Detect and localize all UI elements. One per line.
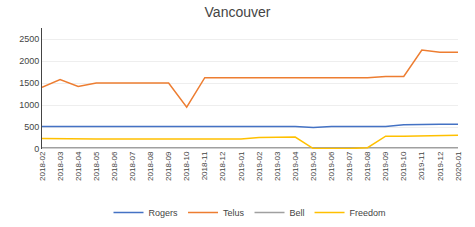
svg-text:2019-07: 2019-07 — [345, 151, 354, 181]
svg-text:2500: 2500 — [19, 34, 39, 44]
svg-text:2018-12: 2018-12 — [218, 151, 227, 181]
svg-text:2019-10: 2019-10 — [399, 151, 408, 181]
svg-text:Vancouver: Vancouver — [205, 4, 271, 20]
svg-text:2019-04: 2019-04 — [291, 151, 300, 181]
svg-text:Bell: Bell — [290, 208, 305, 218]
svg-text:0: 0 — [34, 144, 39, 154]
svg-text:Telus: Telus — [223, 208, 245, 218]
svg-text:1000: 1000 — [19, 100, 39, 110]
svg-text:2019-11: 2019-11 — [417, 151, 426, 180]
svg-text:2018-08: 2018-08 — [146, 151, 155, 181]
svg-text:Rogers: Rogers — [149, 208, 179, 218]
svg-text:1500: 1500 — [19, 78, 39, 88]
svg-text:2019-03: 2019-03 — [273, 151, 282, 181]
svg-text:2018-03: 2018-03 — [56, 151, 65, 181]
svg-text:2018-04: 2018-04 — [74, 151, 83, 181]
svg-text:Freedom: Freedom — [350, 208, 386, 218]
svg-text:2018-07: 2018-07 — [128, 151, 137, 181]
svg-text:2018-09: 2018-09 — [164, 151, 173, 181]
svg-text:2020-01: 2020-01 — [454, 151, 463, 181]
svg-text:2019-08: 2019-08 — [363, 151, 372, 181]
svg-text:2018-10: 2018-10 — [182, 151, 191, 181]
svg-text:2018-06: 2018-06 — [110, 151, 119, 181]
svg-text:2019-05: 2019-05 — [309, 151, 318, 181]
svg-text:2019-09: 2019-09 — [381, 151, 390, 181]
svg-text:2019-12: 2019-12 — [436, 151, 445, 181]
svg-text:2019-01: 2019-01 — [237, 151, 246, 181]
svg-text:2019-02: 2019-02 — [255, 151, 264, 181]
svg-text:2018-02: 2018-02 — [38, 151, 47, 181]
svg-text:2018-11: 2018-11 — [200, 151, 209, 180]
svg-text:500: 500 — [24, 122, 39, 132]
svg-text:2000: 2000 — [19, 56, 39, 66]
svg-text:2018-05: 2018-05 — [92, 151, 101, 181]
svg-text:2019-06: 2019-06 — [327, 151, 336, 181]
